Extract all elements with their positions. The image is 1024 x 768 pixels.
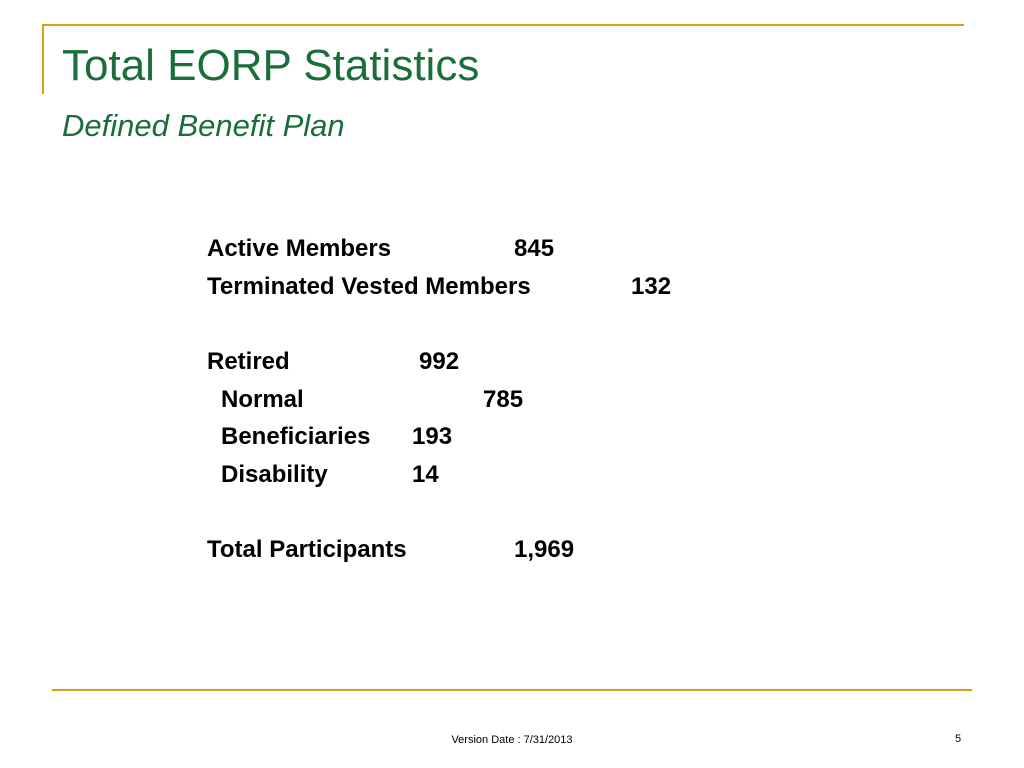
disability-label: Disability — [221, 461, 328, 488]
slide-subtitle: Defined Benefit Plan — [62, 108, 345, 143]
footer-rule — [52, 689, 972, 691]
page-number: 5 — [955, 733, 962, 745]
active-members-label: Active Members — [207, 235, 392, 262]
frame-left-rule — [42, 24, 44, 94]
version-date: Version Date : 7/31/2013 — [451, 734, 573, 746]
disability-value: 14 — [412, 461, 439, 488]
terminated-vested-label: Terminated Vested Members — [207, 273, 531, 300]
retired-value: 992 — [419, 348, 460, 375]
normal-value: 785 — [483, 386, 524, 413]
frame-top-rule — [42, 24, 964, 26]
slide-title: Total EORP Statistics — [62, 41, 480, 90]
beneficiaries-value: 193 — [412, 423, 453, 450]
normal-label: Normal — [221, 386, 304, 413]
terminated-vested-value: 132 — [631, 273, 672, 300]
active-members-value: 845 — [514, 235, 555, 262]
total-participants-value: 1,969 — [514, 536, 575, 563]
total-participants-label: Total Participants — [207, 536, 407, 563]
retired-label: Retired — [207, 348, 290, 375]
beneficiaries-label: Beneficiaries — [221, 423, 371, 450]
